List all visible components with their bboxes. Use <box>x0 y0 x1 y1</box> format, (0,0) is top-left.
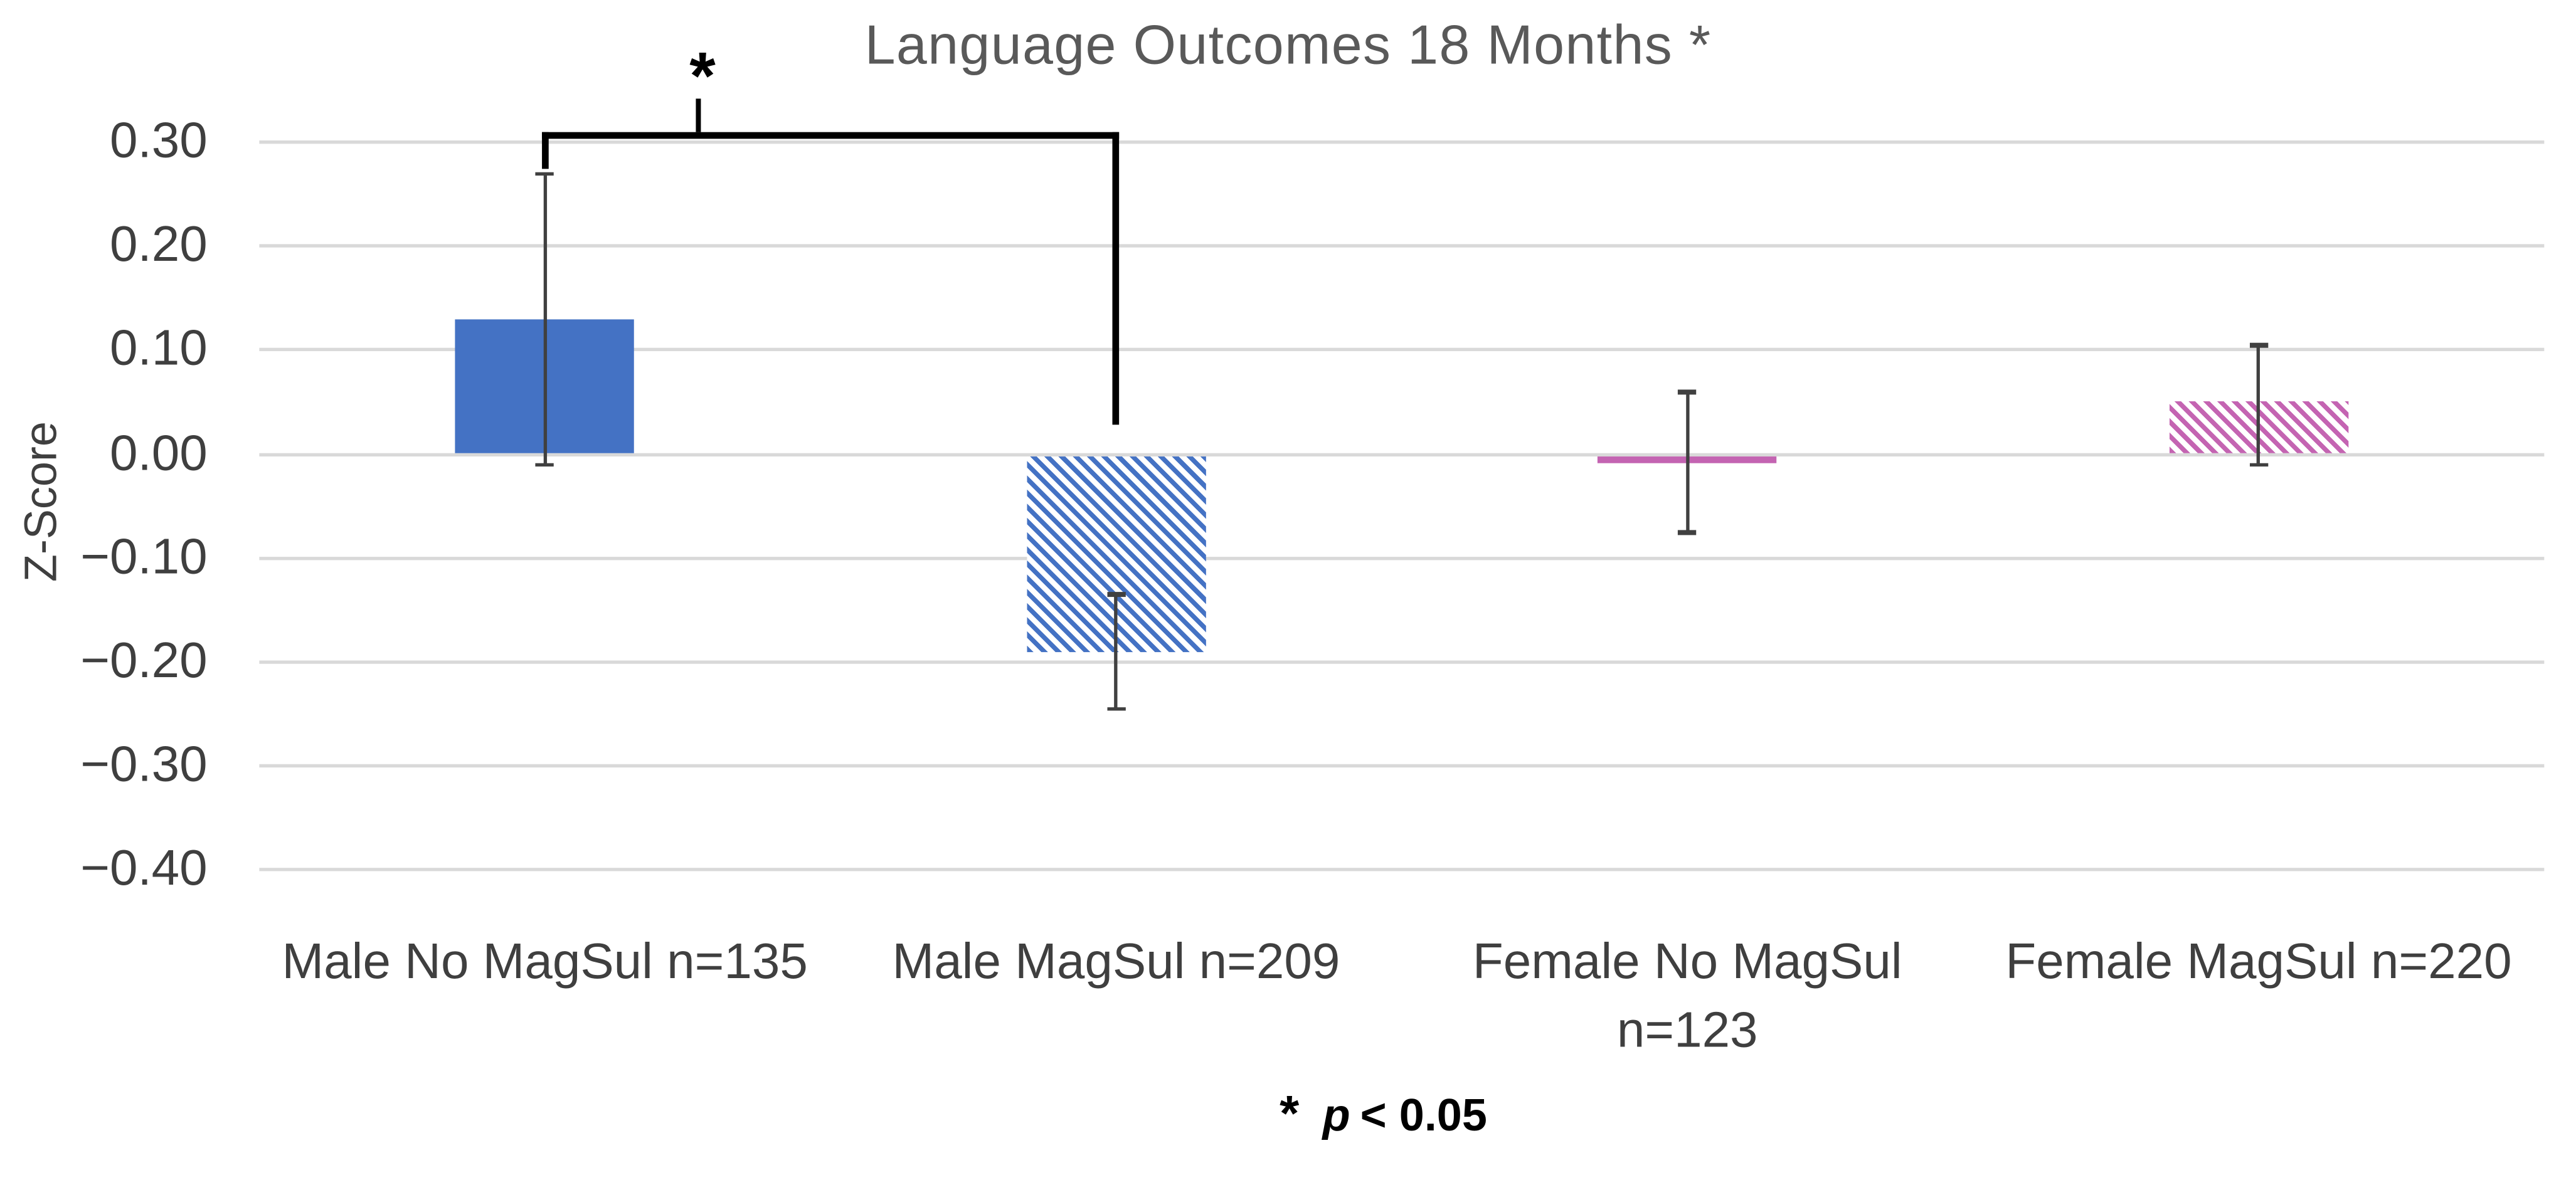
x-axis-label-line: Female MagSul n=220 <box>2005 934 2512 990</box>
error-bar-cap-top-female-no-magsul <box>1678 390 1697 394</box>
error-bar-cap-top-female-magsul <box>2249 343 2268 348</box>
gridline-0.10 <box>259 348 2545 352</box>
x-axis-label-line: Female No MagSul <box>1472 934 1902 990</box>
gridline-0.00 <box>259 452 2545 456</box>
x-axis-label-line: n=123 <box>1616 1002 1758 1058</box>
gridline-0.20 <box>259 245 2545 248</box>
y-tick-label: −0.10 <box>80 529 208 585</box>
y-tick-label: 0.30 <box>109 114 208 170</box>
x-axis-label-female-no-magsul: Female No MagSul n=123 <box>1400 930 1975 1065</box>
gridline-0.30 <box>259 140 2545 145</box>
bracket-horizontal <box>541 132 1120 139</box>
error-bar-female-no-magsul <box>1685 391 1689 532</box>
error-bar-male-magsul <box>1114 594 1118 708</box>
bracket-right-drop <box>1113 132 1120 425</box>
error-bar-cap-bottom-female-magsul <box>2249 462 2268 467</box>
x-axis-label-line: Male No MagSul n=135 <box>282 934 808 990</box>
y-tick-label: −0.40 <box>80 840 208 896</box>
chart-title: Language Outcomes 18 Months * <box>864 13 1712 76</box>
x-axis-label-line: Male MagSul n=209 <box>892 934 1340 990</box>
footnote: * p < 0.05 <box>1280 1087 1487 1144</box>
gridline-−0.10 <box>259 556 2545 560</box>
y-tick-label: 0.00 <box>109 425 208 481</box>
error-bar-cap-bottom-male-magsul <box>1106 706 1126 711</box>
error-bar-cap-bottom-female-no-magsul <box>1678 530 1697 535</box>
y-tick-label: 0.10 <box>109 322 208 377</box>
bracket-left-drop <box>541 132 549 169</box>
y-tick-label: −0.20 <box>80 633 208 688</box>
x-axis-label-female-magsul: Female MagSul n=220 <box>1971 930 2546 998</box>
gridline-−0.20 <box>259 660 2545 663</box>
gridline-−0.40 <box>259 867 2545 871</box>
x-axis-label-male-no-magsul: Male No MagSul n=135 <box>257 930 832 998</box>
y-tick-label: −0.30 <box>80 737 208 793</box>
bracket-stem <box>696 99 702 132</box>
x-axis-label-male-magsul: Male MagSul n=209 <box>829 930 1404 998</box>
gridline-−0.30 <box>259 763 2545 767</box>
error-bar-cap-top-male-magsul <box>1106 592 1126 597</box>
footnote-p-symbol: p <box>1322 1090 1350 1140</box>
error-bar-male-no-magsul <box>543 174 547 465</box>
footnote-condition: < 0.05 <box>1360 1090 1487 1140</box>
error-bar-cap-top-male-no-magsul <box>536 172 554 177</box>
footnote-asterisk: * <box>1280 1087 1300 1142</box>
error-bar-female-magsul <box>2257 345 2261 465</box>
significance-asterisk: * <box>689 40 716 114</box>
error-bar-cap-bottom-male-no-magsul <box>536 462 554 467</box>
y-tick-label: 0.20 <box>109 218 208 273</box>
